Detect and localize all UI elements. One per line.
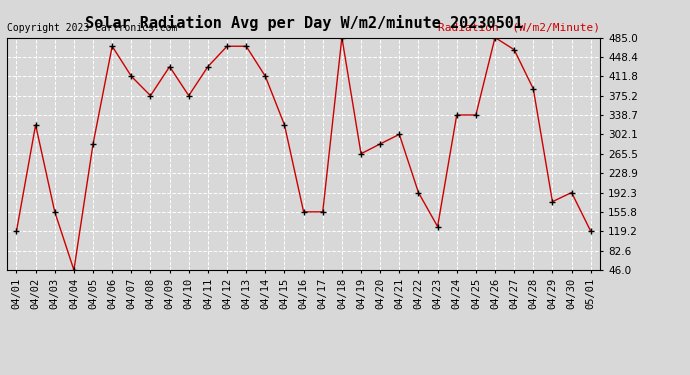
Text: Radiation  (W/m2/Minute): Radiation (W/m2/Minute)	[438, 23, 600, 33]
Text: Solar Radiation Avg per Day W/m2/minute 20230501: Solar Radiation Avg per Day W/m2/minute …	[85, 15, 522, 31]
Text: Copyright 2023 Cartronics.com: Copyright 2023 Cartronics.com	[7, 23, 177, 33]
